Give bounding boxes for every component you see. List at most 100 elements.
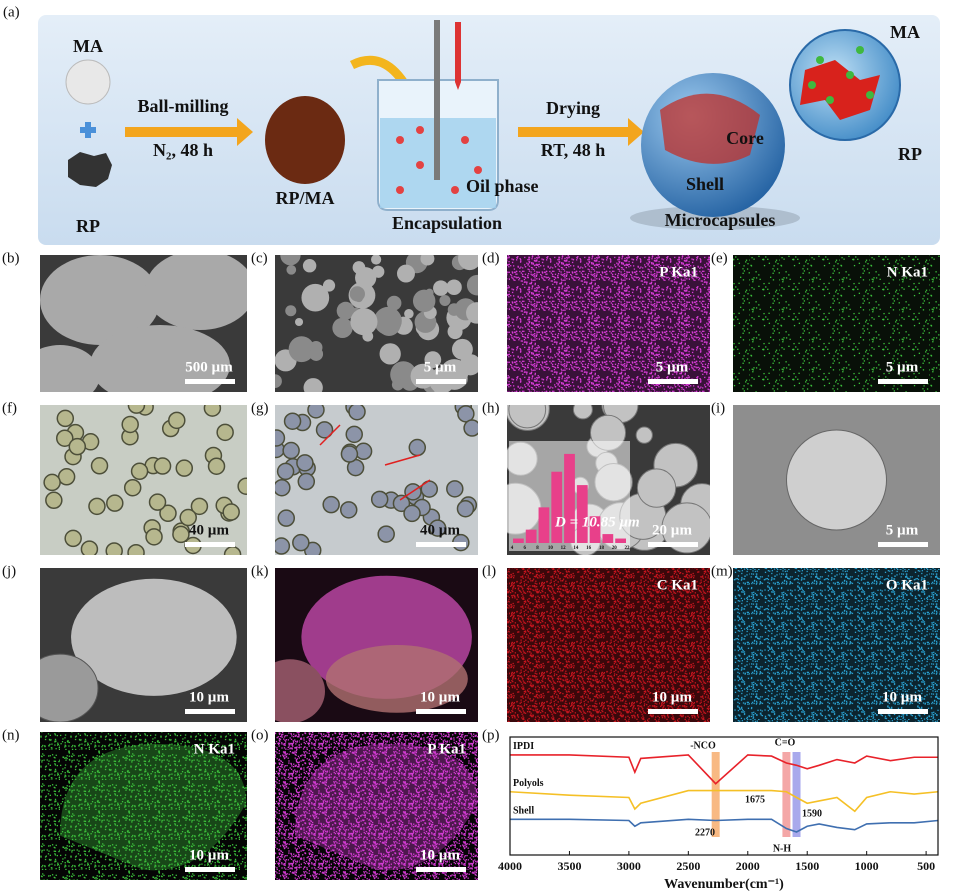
histogram-bar	[589, 516, 601, 543]
microsphere	[322, 495, 340, 514]
highlight-band	[792, 752, 801, 837]
particle	[303, 378, 323, 392]
eds-map	[40, 732, 247, 880]
eds-map	[733, 255, 940, 392]
highlight-band	[782, 752, 791, 837]
x-tick-label: 3000	[617, 859, 641, 873]
particle	[352, 261, 366, 274]
particle	[336, 301, 355, 320]
particle	[309, 341, 323, 354]
element-label: O Ka1	[886, 577, 928, 593]
histogram-bar	[564, 453, 575, 543]
product-label: RP/MA	[276, 188, 335, 208]
particle	[447, 303, 461, 316]
scale-bar-label: 5 µm	[424, 359, 457, 375]
microsphere	[172, 525, 190, 544]
microsphere	[392, 494, 411, 513]
scale-bar-label: 40 µm	[189, 522, 229, 538]
microsphere	[175, 459, 194, 477]
scale-bar	[878, 542, 928, 547]
shell-label: Shell	[686, 174, 724, 194]
microsphere	[428, 519, 447, 537]
microsphere	[203, 405, 222, 417]
spectrum-line	[510, 818, 939, 833]
particle	[379, 343, 401, 365]
histogram-bar	[576, 485, 588, 543]
spectrum-line	[510, 754, 938, 785]
microsphere	[145, 528, 163, 546]
microsphere	[296, 454, 314, 472]
zoom-rp-label: RP	[898, 144, 922, 164]
x-tick-label: 1500	[795, 859, 819, 873]
microsphere	[377, 525, 395, 543]
micrograph: 40 µm	[40, 405, 247, 555]
particle	[371, 255, 382, 265]
spectrum-line	[509, 789, 939, 813]
annotation: -NCO	[690, 740, 716, 751]
particle	[302, 258, 317, 273]
microsphere	[80, 540, 99, 555]
core-label: Core	[726, 128, 764, 148]
size-annotation: D = 10.85 µm	[554, 514, 640, 530]
particle	[446, 279, 462, 295]
step-label: Ball-milling	[137, 96, 228, 116]
microsphere	[168, 411, 186, 430]
capsule	[40, 653, 99, 722]
micrograph: N Ka1 10 µm	[40, 732, 247, 880]
particle	[458, 255, 478, 271]
particle	[404, 309, 414, 319]
scale-bar-label: 5 µm	[886, 359, 919, 375]
scale-bar	[416, 542, 466, 547]
microsphere	[127, 405, 146, 414]
panel-label: (h)	[482, 400, 500, 416]
microsphere	[354, 442, 373, 461]
plus-icon	[80, 122, 96, 138]
inset-tick-label: 12	[561, 546, 567, 551]
particle	[288, 336, 315, 363]
condition-label: RT, 48 h	[541, 140, 606, 160]
microsphere	[64, 529, 82, 548]
particle	[466, 302, 478, 324]
scale-bar-label: 500 µm	[185, 359, 233, 375]
panel-label: (m)	[711, 563, 733, 579]
dropper	[455, 22, 461, 90]
scale-bar-label: 20 µm	[652, 522, 692, 538]
particle	[354, 294, 363, 303]
microsphere	[786, 429, 887, 531]
plot-frame	[509, 736, 939, 856]
micrograph: 10 µm	[275, 568, 478, 722]
core	[660, 93, 760, 164]
particle	[459, 354, 478, 376]
microsphere	[340, 445, 359, 463]
x-tick-label: 2500	[676, 859, 700, 873]
arrow	[125, 118, 253, 146]
microsphere	[275, 478, 291, 497]
panel-label: (d)	[482, 250, 500, 266]
particle	[372, 265, 385, 278]
scale-bar	[416, 867, 466, 872]
particle	[275, 374, 282, 389]
microsphere	[403, 504, 421, 523]
microsphere	[635, 426, 653, 444]
particle	[433, 280, 449, 296]
panel-label: (j)	[2, 563, 16, 579]
particle	[420, 255, 435, 266]
particle	[145, 255, 247, 330]
microsphere	[45, 491, 63, 510]
micrograph: C Ka1 10 µm	[507, 568, 710, 722]
panel-label: (k)	[251, 563, 269, 579]
micrograph: 5 µm	[275, 255, 478, 392]
histogram-bar	[538, 507, 550, 543]
particle	[332, 317, 353, 338]
legend-label: Shell	[513, 806, 534, 817]
panel-label: (e)	[711, 250, 728, 266]
particle	[433, 382, 445, 392]
particle	[373, 306, 402, 335]
microsphere	[88, 497, 106, 516]
ma-label: MA	[73, 36, 103, 56]
inset-tick-label: 6	[524, 546, 527, 551]
rp-cluster	[800, 60, 880, 120]
element-label: C Ka1	[657, 577, 698, 593]
element-label: P Ka1	[659, 264, 698, 280]
